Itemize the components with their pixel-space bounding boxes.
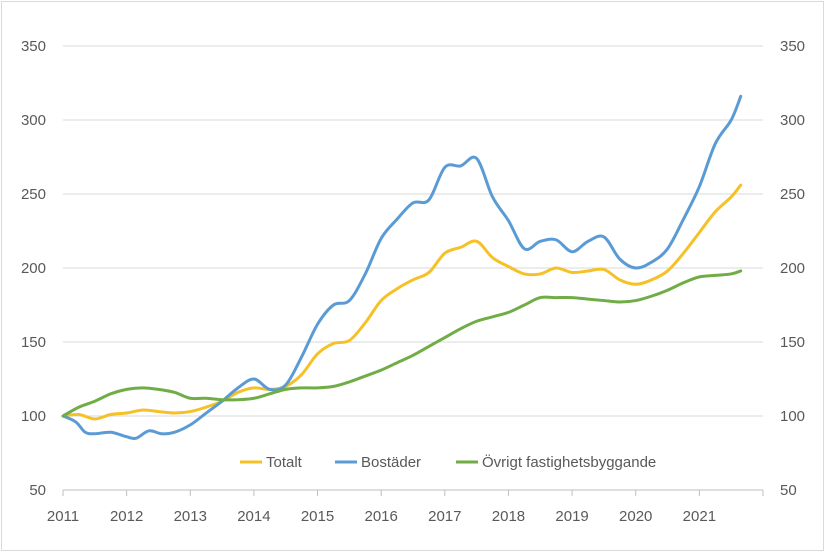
y-tick-label-left: 50 [29, 482, 46, 499]
x-tick-label: 2012 [110, 508, 143, 525]
y-tick-label-right: 150 [780, 334, 805, 351]
series-line-0 [61, 183, 743, 421]
x-tick-label: 2019 [555, 508, 588, 525]
x-tick-label: 2015 [301, 508, 334, 525]
x-tick-label: 2017 [428, 508, 461, 525]
y-tick-label-right: 200 [780, 260, 805, 277]
y-tick-label-left: 300 [21, 112, 46, 129]
legend-label: Övrigt fastighetsbyggande [482, 453, 656, 471]
x-tick-label: 2020 [619, 508, 652, 525]
y-tick-label-right: 50 [780, 482, 797, 499]
series-lines [61, 94, 743, 441]
x-tick-label: 2021 [683, 508, 716, 525]
y-tick-label-right: 350 [780, 38, 805, 55]
y-tick-label-right: 250 [780, 186, 805, 203]
legend-label: Bostäder [361, 454, 421, 471]
series-line-1 [61, 94, 743, 441]
x-tick-label: 2013 [174, 508, 207, 525]
x-tick-label: 2011 [47, 508, 79, 525]
y-tick-label-right: 100 [780, 408, 805, 425]
series-line-2 [61, 269, 743, 418]
y-tick-label-left: 350 [21, 38, 46, 55]
y-tick-label-left: 200 [21, 260, 46, 277]
x-tick-label: 2016 [364, 508, 397, 525]
legend-label: Totalt [266, 454, 303, 471]
x-tick-label: 2014 [237, 508, 270, 525]
x-tick-label: 2018 [492, 508, 525, 525]
y-tick-label-left: 100 [21, 408, 46, 425]
legend: Totalt Bostäder Övrigt fastighetsbyggande [240, 453, 656, 471]
y-tick-label-right: 300 [780, 112, 805, 129]
y-tick-label-left: 250 [21, 186, 46, 203]
axes: 50 50 100 100 150 150 200 200 250 250 300 300 350 350… [21, 38, 805, 525]
y-tick-label-left: 150 [21, 334, 46, 351]
gridlines [63, 45, 763, 417]
